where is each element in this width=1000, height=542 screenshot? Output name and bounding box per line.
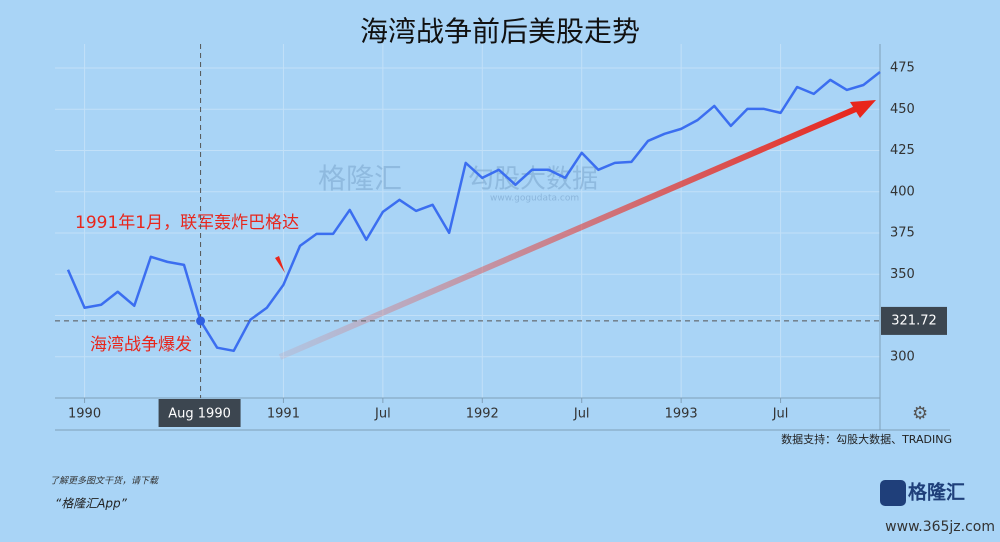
logo-icon	[880, 480, 906, 506]
x-tick-label: Jul	[374, 407, 391, 422]
x-tick-label: 1993	[665, 407, 698, 422]
trend-arrow-head	[850, 100, 876, 118]
annotation: 海湾战争爆发	[90, 335, 192, 355]
y-tick-label: 300	[890, 349, 915, 364]
settings-icon[interactable]: ⚙	[912, 403, 928, 424]
x-tick-label: Jul	[772, 407, 789, 422]
crosshair-y-box	[881, 306, 947, 335]
trend-arrow	[278, 105, 860, 360]
crosshair-x-box	[158, 399, 241, 427]
crosshair-y-label: 321.72	[891, 313, 937, 328]
crosshair-x-label: Aug 1990	[168, 407, 231, 422]
y-tick-label: 425	[890, 143, 915, 158]
x-tick-label: Jul	[573, 407, 590, 422]
y-tick-label: 475	[890, 61, 915, 76]
crosshair-point	[196, 316, 206, 326]
watermark: 格隆汇	[318, 162, 402, 195]
footer-text: “格隆汇App”	[55, 497, 128, 511]
x-tick-label: 1991	[267, 407, 300, 422]
chart-title: 海湾战争前后美股走势	[360, 15, 640, 48]
y-tick-label: 400	[890, 184, 915, 199]
annotation: 1991年1月，联军轰炸巴格达	[75, 213, 299, 233]
y-tick-label: 450	[890, 102, 915, 117]
line	[66, 70, 881, 353]
y-tick-label: 350	[890, 267, 915, 282]
y-tick-label: 375	[890, 226, 915, 241]
x-tick-label: 1990	[68, 407, 101, 422]
logo: 格隆汇	[908, 481, 965, 504]
footer-text: 了解更多图文干货，请下载	[50, 476, 159, 487]
watermark: www.gogudata.com	[490, 194, 579, 204]
source: 数据支持：勾股大数据、TRADING	[781, 432, 952, 446]
x-tick-label: 1992	[466, 407, 499, 422]
site: www.365jz.com	[885, 519, 995, 535]
pointer	[275, 256, 285, 273]
